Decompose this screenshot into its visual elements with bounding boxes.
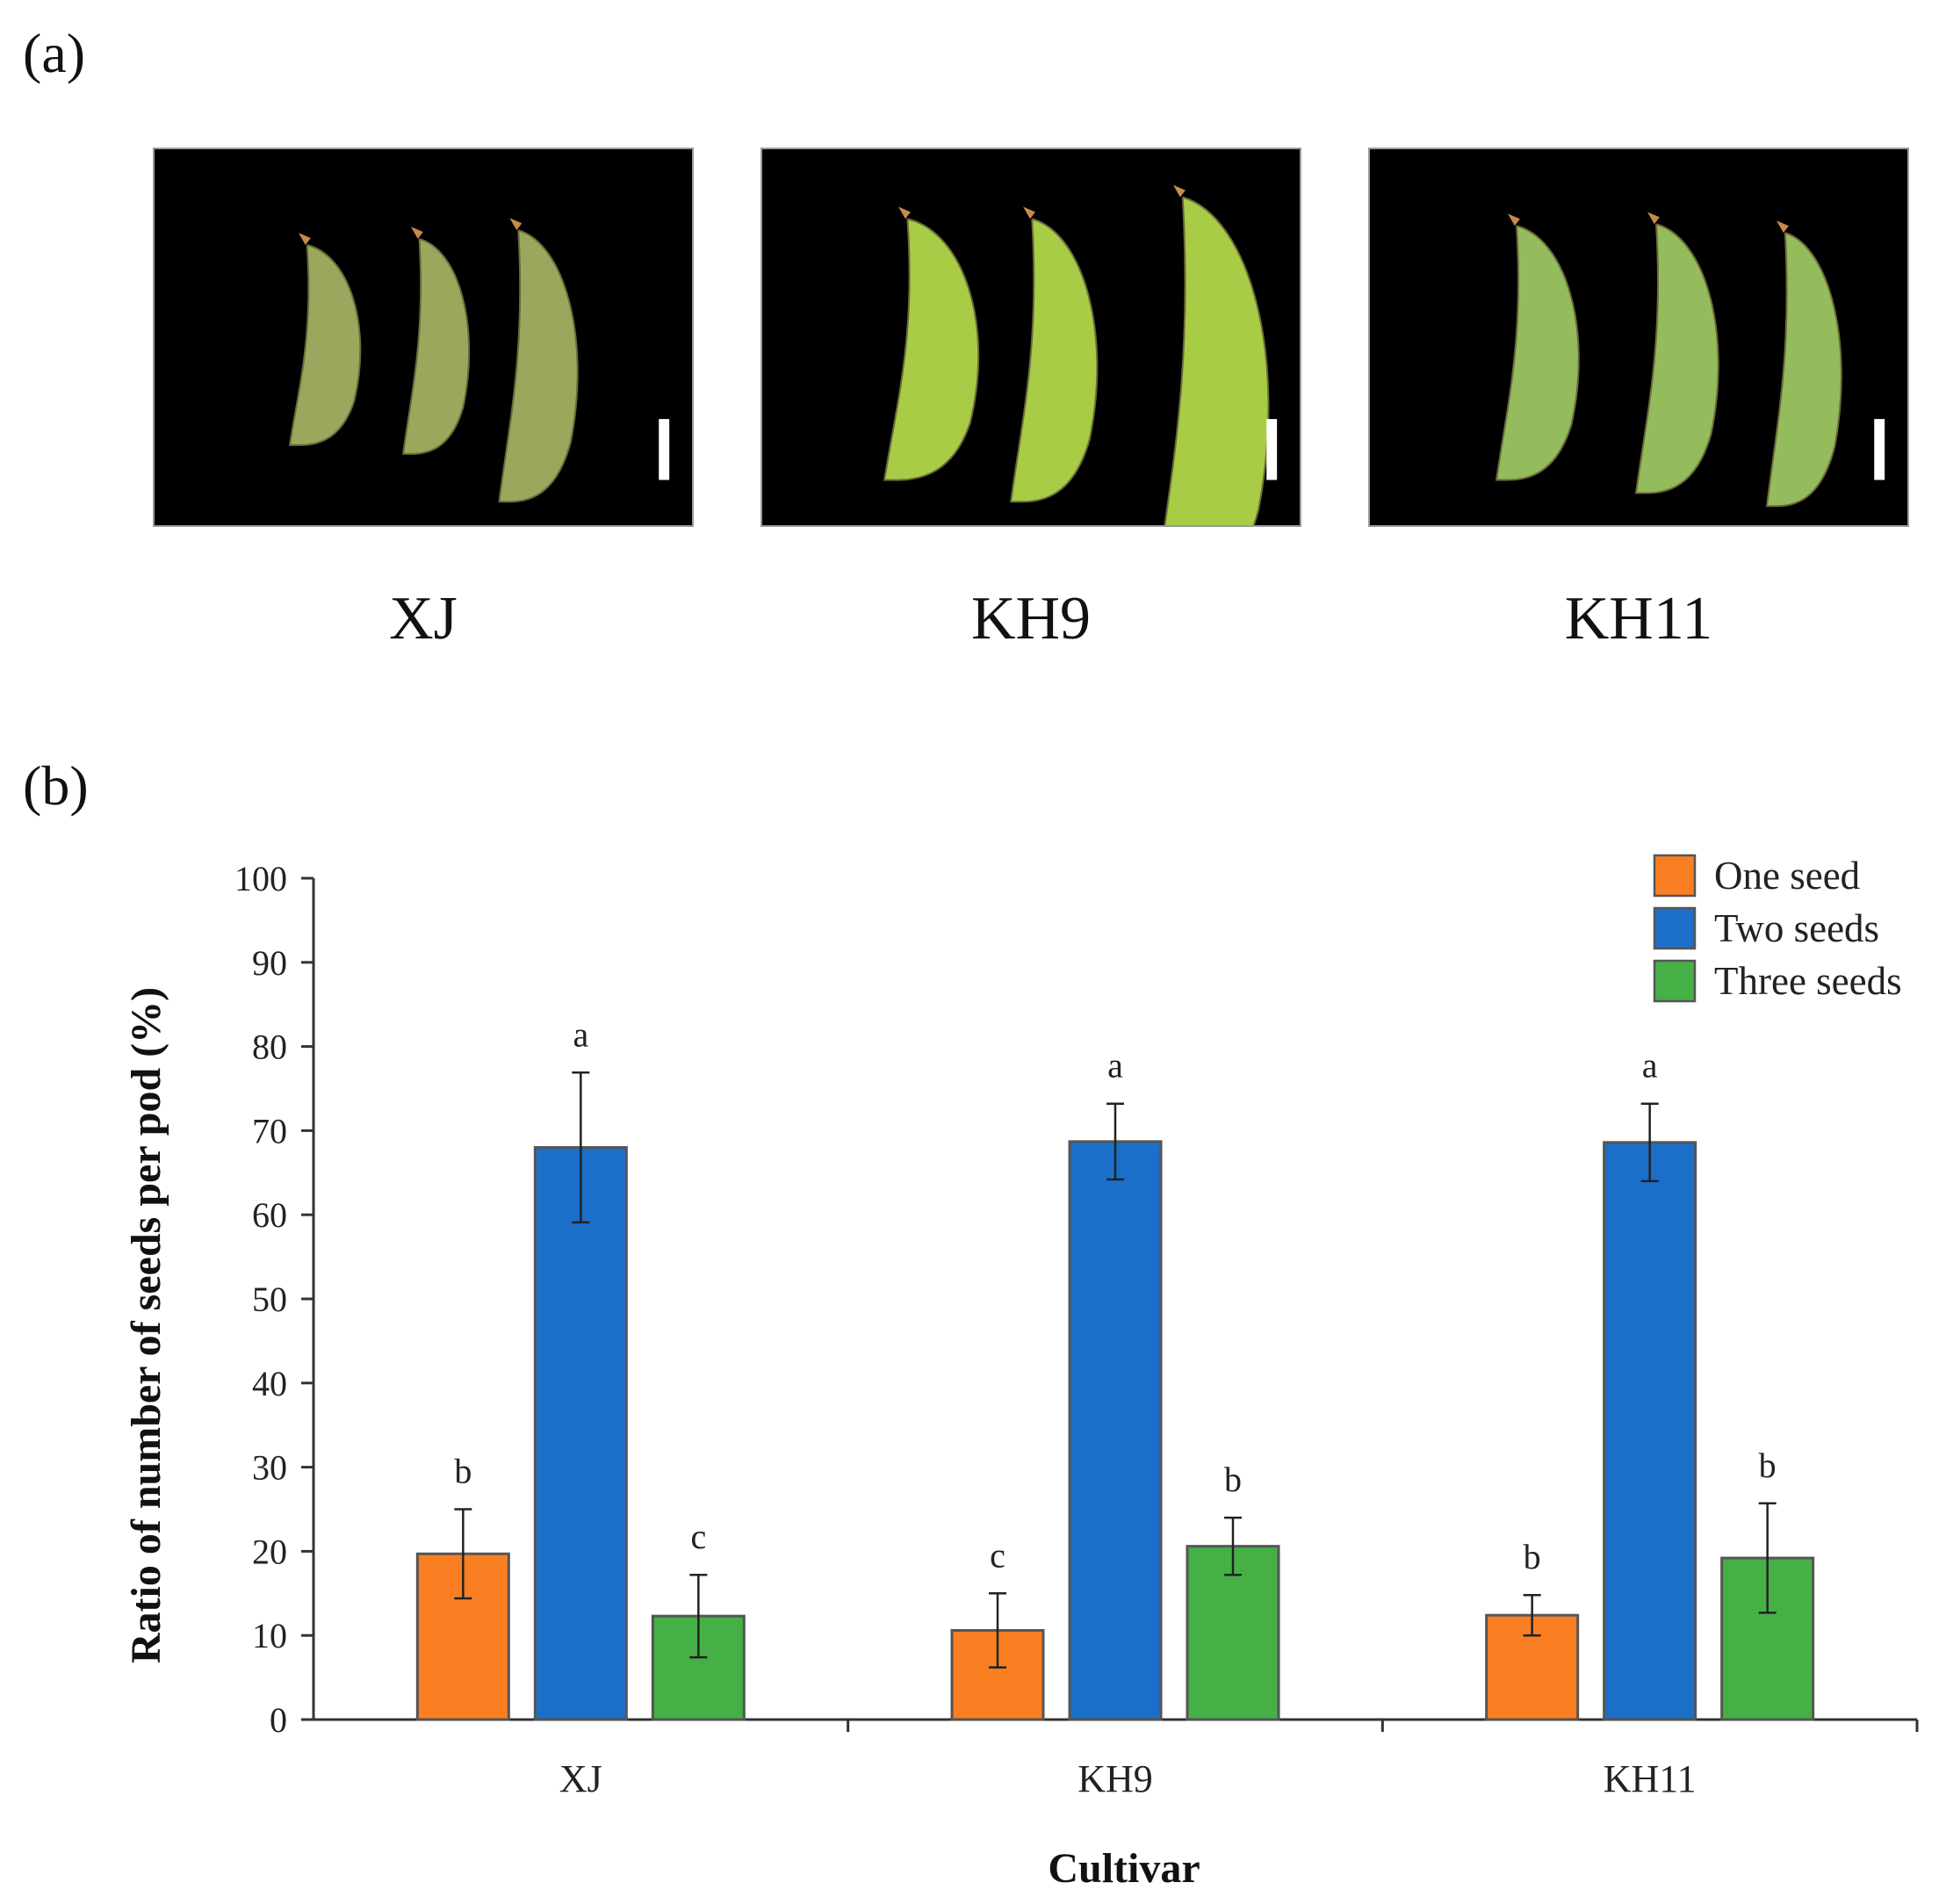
legend-swatch xyxy=(1653,959,1697,1003)
chart-legend: One seed Two seeds Three seeds xyxy=(1653,854,1902,1003)
x-category-label: XJ xyxy=(559,1757,602,1800)
significance-letter: b xyxy=(1224,1460,1242,1499)
pod-stem xyxy=(1647,212,1660,225)
error-bar xyxy=(689,1573,708,1659)
y-tick-label: 60 xyxy=(252,1195,287,1235)
photo-label-xj: XJ xyxy=(389,585,458,653)
bar-one-seed-xj xyxy=(415,1552,510,1721)
error-bar xyxy=(1758,1502,1777,1614)
significance-letter: b xyxy=(1759,1446,1777,1485)
bar-two-seeds-kh11 xyxy=(1603,1141,1697,1721)
y-tick-label: 50 xyxy=(252,1280,287,1319)
panel-a-label: (a) xyxy=(23,22,86,84)
pod-stem xyxy=(410,227,423,240)
legend-label: Three seeds xyxy=(1714,959,1902,1003)
pod-photo-kh9 xyxy=(760,148,1301,527)
y-tick-label: 70 xyxy=(252,1111,287,1150)
pod-stem xyxy=(509,218,523,231)
pod-photo-kh11 xyxy=(1368,148,1909,527)
pod-image xyxy=(288,244,362,446)
pod-image xyxy=(402,238,471,455)
bar-two-seeds-kh9 xyxy=(1068,1140,1163,1721)
bar-two-seeds-xj xyxy=(533,1146,628,1721)
error-bar xyxy=(572,1071,590,1224)
pod-image xyxy=(1010,218,1099,503)
error-bar xyxy=(1640,1102,1659,1183)
pod-stem xyxy=(298,233,311,245)
pod-photo-xj xyxy=(153,148,694,527)
photo-label-kh11: KH11 xyxy=(1564,585,1713,653)
significance-letter: a xyxy=(573,1014,588,1054)
scale-bar xyxy=(659,419,670,480)
pod-stem xyxy=(1172,184,1186,198)
y-tick-label: 10 xyxy=(252,1616,287,1655)
significance-letter: a xyxy=(1107,1046,1123,1085)
panel-b-label: (b) xyxy=(23,754,89,817)
pod-image xyxy=(1495,225,1580,481)
pod-image xyxy=(1634,223,1719,494)
x-category-label: KH9 xyxy=(1078,1757,1153,1800)
pod-stem xyxy=(1023,206,1035,220)
significance-letter: c xyxy=(690,1517,706,1556)
y-axis-title: Ratio of number of seeds per pod (%) xyxy=(123,987,169,1663)
x-category-label: KH11 xyxy=(1604,1757,1697,1800)
significance-letter: a xyxy=(1642,1046,1658,1085)
y-tick-label: 0 xyxy=(270,1700,287,1740)
pod-stem xyxy=(897,206,911,220)
seeds-per-pod-bar-chart: 0 10 20 30 40 50 60 70 80 90 100 b a c XJ c a b KH9 b a b KH11… xyxy=(123,854,1919,1892)
legend-label: Two seeds xyxy=(1714,906,1879,950)
x-axis-title: Cultivar xyxy=(1048,1845,1200,1892)
pod-stem xyxy=(1507,213,1520,227)
legend-swatch xyxy=(1653,906,1697,950)
y-tick-label: 30 xyxy=(252,1448,287,1488)
pod-stem xyxy=(1776,220,1789,234)
pod-image xyxy=(1765,232,1842,508)
legend-swatch xyxy=(1653,854,1697,898)
y-tick-label: 90 xyxy=(252,943,287,983)
y-tick-label: 20 xyxy=(252,1532,287,1571)
pod-image xyxy=(883,218,980,481)
significance-letter: b xyxy=(454,1452,472,1491)
error-bar xyxy=(1523,1593,1541,1637)
error-bar xyxy=(454,1508,472,1600)
photo-label-kh9: KH9 xyxy=(970,585,1092,653)
scale-bar xyxy=(1874,419,1885,480)
error-bar xyxy=(1106,1102,1124,1181)
significance-letter: b xyxy=(1524,1537,1541,1576)
significance-letter: c xyxy=(990,1535,1005,1575)
y-tick-label: 100 xyxy=(234,859,287,898)
pod-image xyxy=(1164,196,1270,525)
y-tick-label: 80 xyxy=(252,1028,287,1067)
scale-bar xyxy=(1266,419,1278,480)
error-bar xyxy=(989,1592,1006,1669)
pod-image xyxy=(498,229,579,503)
error-bar xyxy=(1224,1516,1242,1576)
legend-label: One seed xyxy=(1714,854,1860,898)
y-tick-label: 40 xyxy=(252,1364,287,1403)
